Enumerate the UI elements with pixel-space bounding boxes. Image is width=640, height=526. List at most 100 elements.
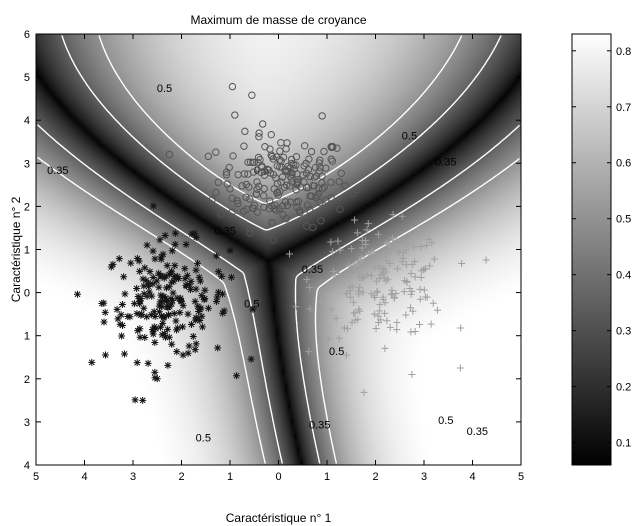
- point-circle: [254, 158, 262, 167]
- point-circle: [212, 188, 220, 197]
- x-axis-ticks: 5 4 3 2 1 0 1 2 3 4 5: [33, 34, 524, 483]
- point-circle: [268, 218, 276, 227]
- point-star: [133, 254, 141, 262]
- point-circle: [301, 142, 309, 150]
- point-circle: [234, 199, 242, 208]
- point-circle: [233, 196, 241, 205]
- point-star: [159, 319, 167, 327]
- point-plus: [403, 277, 411, 285]
- plot-area: 0.350.50.50.350.50.350.350.50.50.50.50.3…: [24, 29, 524, 483]
- point-plus: [381, 344, 389, 352]
- point-circle: [281, 198, 290, 206]
- point-circle: [267, 151, 275, 159]
- colorbar-gradient: [571, 33, 612, 466]
- point-plus: [379, 293, 387, 301]
- point-circle: [287, 155, 296, 164]
- point-star: [141, 264, 149, 272]
- point-plus: [398, 212, 406, 220]
- colorbar-ticks: 0.1 0.2 0.3 0.4 0.5 0.6 0.7 0.8: [572, 46, 631, 450]
- point-plus: [393, 319, 401, 327]
- point-circle: [327, 155, 335, 163]
- point-plus: [374, 312, 382, 320]
- point-star: [173, 294, 181, 302]
- point-plus: [388, 286, 396, 294]
- point-circle: [320, 147, 328, 156]
- point-circle: [259, 192, 268, 200]
- contour-label: 0.5: [157, 83, 172, 95]
- point-star: [133, 359, 141, 367]
- point-circle: [314, 189, 323, 198]
- contour-label: 0.5: [196, 432, 211, 444]
- point-plus: [407, 270, 415, 278]
- point-star: [150, 323, 158, 331]
- point-circle: [315, 159, 323, 167]
- point-star: [184, 310, 192, 318]
- point-circle: [267, 130, 275, 139]
- point-plus: [354, 316, 362, 324]
- point-circle: [305, 155, 313, 163]
- point-circle: [353, 185, 361, 194]
- point-star: [147, 311, 155, 319]
- point-circle: [316, 198, 324, 207]
- point-star: [187, 277, 195, 285]
- point-plus: [408, 260, 416, 268]
- point-star: [117, 311, 125, 319]
- point-circle: [307, 147, 316, 156]
- point-star: [247, 355, 255, 363]
- point-circle: [234, 170, 242, 179]
- contour-label: 0.35: [214, 225, 235, 237]
- point-circle: [315, 184, 323, 193]
- point-plus: [457, 324, 465, 332]
- point-star: [100, 318, 108, 326]
- point-plus: [336, 246, 344, 254]
- point-star: [172, 317, 180, 325]
- point-star: [189, 332, 197, 340]
- point-plus: [351, 261, 359, 269]
- point-plus: [358, 244, 366, 252]
- point-circle: [246, 224, 254, 233]
- point-circle: [229, 152, 237, 160]
- y-tick-label: 1: [24, 331, 30, 343]
- point-star: [149, 280, 157, 288]
- point-star: [193, 315, 201, 323]
- point-circle: [282, 145, 290, 153]
- point-circle: [222, 171, 231, 179]
- point-plus: [334, 237, 342, 245]
- y-axis-ticks: 4 3 2 1 0 1 2 3 4 5 6: [24, 29, 521, 472]
- point-star: [249, 305, 257, 313]
- point-star: [218, 290, 226, 298]
- point-plus: [332, 314, 340, 322]
- point-circle: [337, 169, 345, 177]
- point-circle: [273, 179, 282, 188]
- point-circle: [214, 178, 222, 186]
- point-plus: [411, 327, 419, 335]
- point-plus: [342, 351, 350, 359]
- point-plus: [420, 286, 428, 294]
- y-tick-label: 4: [24, 460, 30, 472]
- point-star: [175, 274, 183, 282]
- point-star: [150, 308, 158, 316]
- point-star: [179, 302, 187, 310]
- point-star: [120, 350, 128, 358]
- point-plus: [416, 285, 424, 293]
- point-star: [179, 323, 187, 331]
- point-star: [179, 351, 187, 359]
- point-circle: [322, 196, 330, 204]
- point-star: [163, 262, 171, 270]
- point-circle: [327, 178, 335, 187]
- point-circle: [302, 183, 311, 192]
- point-plus: [359, 288, 367, 296]
- point-plus: [415, 225, 423, 233]
- point-circle: [270, 205, 279, 213]
- point-circle: [204, 152, 213, 161]
- point-plus: [408, 287, 416, 295]
- point-star: [143, 292, 151, 300]
- point-circle: [245, 183, 253, 191]
- point-star: [192, 285, 200, 293]
- point-plus: [386, 323, 394, 331]
- point-plus: [381, 309, 389, 317]
- x-tick-label: 3: [421, 471, 427, 483]
- point-plus: [411, 273, 419, 281]
- point-star: [156, 298, 164, 306]
- point-star: [139, 396, 147, 404]
